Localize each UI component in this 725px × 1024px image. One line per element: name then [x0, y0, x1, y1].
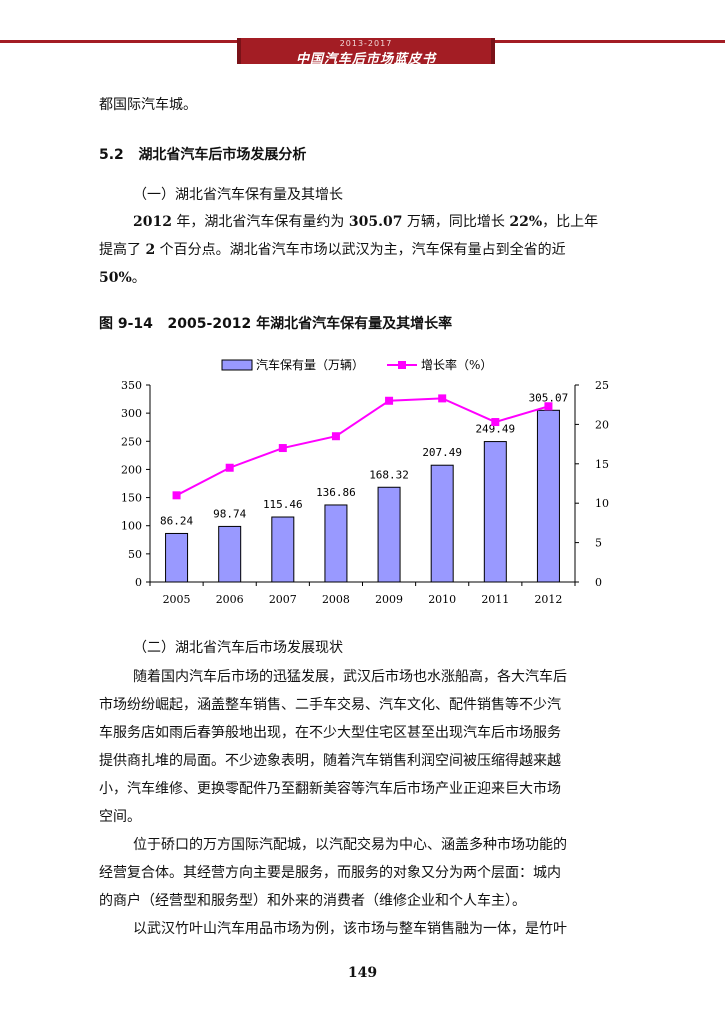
bar-data-label: 136.86: [316, 486, 356, 499]
vehicle-ownership-chart: 0 50 100 150 200 250 300 350 0 5 10 15 20 25 2005 2006 2…: [121, 357, 609, 606]
para1-line3: 50%。: [99, 268, 146, 289]
para1-text: 个百分点。湖北省汽车市场以武汉为主，汽车保有量占到全省的近: [155, 242, 566, 258]
para1-text: 提高了: [99, 242, 146, 258]
header-year: 2013-2017: [339, 39, 393, 48]
y-left-tick-label: 300: [121, 407, 142, 420]
page-number: 149: [347, 965, 378, 981]
bar-data-label: 115.46: [263, 498, 303, 511]
x-tick-label: 2005: [163, 593, 191, 606]
header-title: 中国汽车后市场蓝皮书: [295, 52, 436, 67]
y-right-tick-label: 0: [595, 576, 602, 589]
para2-line: 市场纷纷崛起，涵盖整车销售、二手车交易、汽车文化、配件销售等不少汽: [99, 697, 561, 713]
subsection-2-heading: （二）湖北省汽车后市场发展现状: [133, 640, 343, 656]
para1-vehicles: 305.07: [348, 214, 403, 230]
y-left-tick-label: 350: [121, 379, 142, 392]
para3-line: 的商户（经营型和服务型）和外来的消费者（维修企业和个人车主）。: [99, 893, 526, 909]
growth-rate-point: [225, 463, 234, 472]
growth-rate-point: [438, 394, 447, 403]
section-number: 5.2: [99, 147, 124, 163]
figure-label: 图 9-14: [99, 316, 153, 332]
x-tick-label: 2008: [322, 593, 350, 606]
figure-caption: 2005-2012 年湖北省汽车保有量及其增长率: [167, 316, 453, 332]
para1-points: 2: [145, 242, 156, 258]
bar: [430, 464, 454, 583]
y-left-tick-label: 200: [121, 463, 142, 476]
bar-data-label: 305.07: [529, 391, 569, 404]
bar-data-label: 86.24: [160, 514, 193, 527]
para1-share: 50%: [99, 270, 132, 286]
para2-line: 提供商扎堆的局面。不少迹象表明，随着汽车销售利润空间被压缩得越来越: [99, 753, 561, 769]
section-title: 湖北省汽车后市场发展分析: [138, 147, 307, 163]
bar-data-label: 98.74: [213, 507, 246, 520]
x-tick-label: 2011: [481, 593, 509, 606]
para1-line2: 提高了 2 个百分点。湖北省汽车市场以武汉为主，汽车保有量占到全省的近: [99, 240, 566, 261]
y-right-tick-label: 25: [595, 379, 609, 392]
para4-line: 以武汉竹叶山汽车用品市场为例，该市场与整车销售融为一体，是竹叶: [133, 921, 567, 937]
legend-line-label: 增长率（%）: [421, 357, 492, 372]
para2-line: 车服务店如雨后春笋般地出现，在不少大型住宅区甚至出现汽车后市场服务: [99, 725, 561, 741]
legend-bar-label: 汽车保有量（万辆）: [256, 357, 364, 372]
para1-year: 2012: [133, 214, 172, 230]
x-tick-label: 2010: [428, 593, 456, 606]
legend-line-marker: [398, 361, 406, 369]
y-right-tick-label: 15: [595, 458, 609, 471]
intro-line: 都国际汽车城。: [99, 97, 197, 113]
bar: [377, 486, 401, 583]
growth-rate-point: [278, 444, 287, 453]
growth-rate-point: [491, 418, 500, 427]
subsection-1-heading: （一）湖北省汽车保有量及其增长: [133, 187, 343, 203]
para3-line: 经营复合体。其经营方向主要是服务，而服务的对象又分为两个层面：城内: [99, 865, 561, 881]
y-right-tick-label: 20: [595, 418, 609, 431]
bar-data-label: 207.49: [422, 446, 462, 459]
header-banner: 2013-2017 中国汽车后市场蓝皮书: [237, 38, 495, 67]
figure-title: 图 9-14 2005-2012 年湖北省汽车保有量及其增长率: [99, 314, 452, 335]
para2-line: 随着国内汽车后市场的迅猛发展，武汉后市场也水涨船高，各大汽车后: [133, 669, 567, 685]
growth-rate-point: [331, 432, 340, 441]
para3-line: 位于硚口的万方国际汽配城，以汽配交易为中心、涵盖多种市场功能的: [133, 837, 567, 853]
growth-rate-point: [385, 396, 394, 405]
growth-rate-line: [176, 397, 549, 497]
section-heading: 5.2 湖北省汽车后市场发展分析: [99, 145, 306, 166]
para1-text: 年，湖北省汽车保有量约为: [171, 214, 349, 230]
y-right-tick-label: 5: [595, 537, 602, 550]
para2-line: 小，汽车维修、更换零配件乃至翻新美容等汽车后市场产业正迎来巨大市场: [99, 781, 561, 797]
para1-text: 万辆，同比增长: [402, 214, 510, 230]
bar: [271, 516, 295, 583]
x-tick-label: 2009: [375, 593, 403, 606]
x-tick-label: 2007: [269, 593, 297, 606]
y-left-tick-label: 0: [135, 576, 142, 589]
para2-line: 空间。: [99, 809, 141, 825]
bar: [483, 441, 507, 583]
para1-text: 。: [131, 270, 146, 286]
y-left-tick-label: 50: [128, 548, 142, 561]
para1-growth: 22%: [509, 214, 543, 230]
bar: [324, 504, 348, 583]
y-left-tick-label: 250: [121, 435, 142, 448]
legend-bar-swatch: [221, 359, 253, 371]
y-right-tick-label: 10: [595, 497, 609, 510]
y-left-tick-label: 150: [121, 492, 142, 505]
x-tick-label: 2006: [216, 593, 244, 606]
growth-rate-point: [172, 491, 181, 500]
bar-data-label: 249.49: [475, 423, 515, 436]
bar: [218, 525, 242, 583]
bar: [536, 409, 560, 583]
bar: [165, 532, 189, 583]
bar-data-label: 168.32: [369, 468, 409, 481]
para1-line1: 2012 年，湖北省汽车保有量约为 305.07 万辆，同比增长 22%，比上年: [133, 212, 598, 233]
y-left-tick-label: 100: [121, 520, 142, 533]
growth-rate-point: [544, 402, 553, 411]
para1-text: ，比上年: [542, 214, 599, 230]
x-tick-label: 2012: [534, 593, 562, 606]
